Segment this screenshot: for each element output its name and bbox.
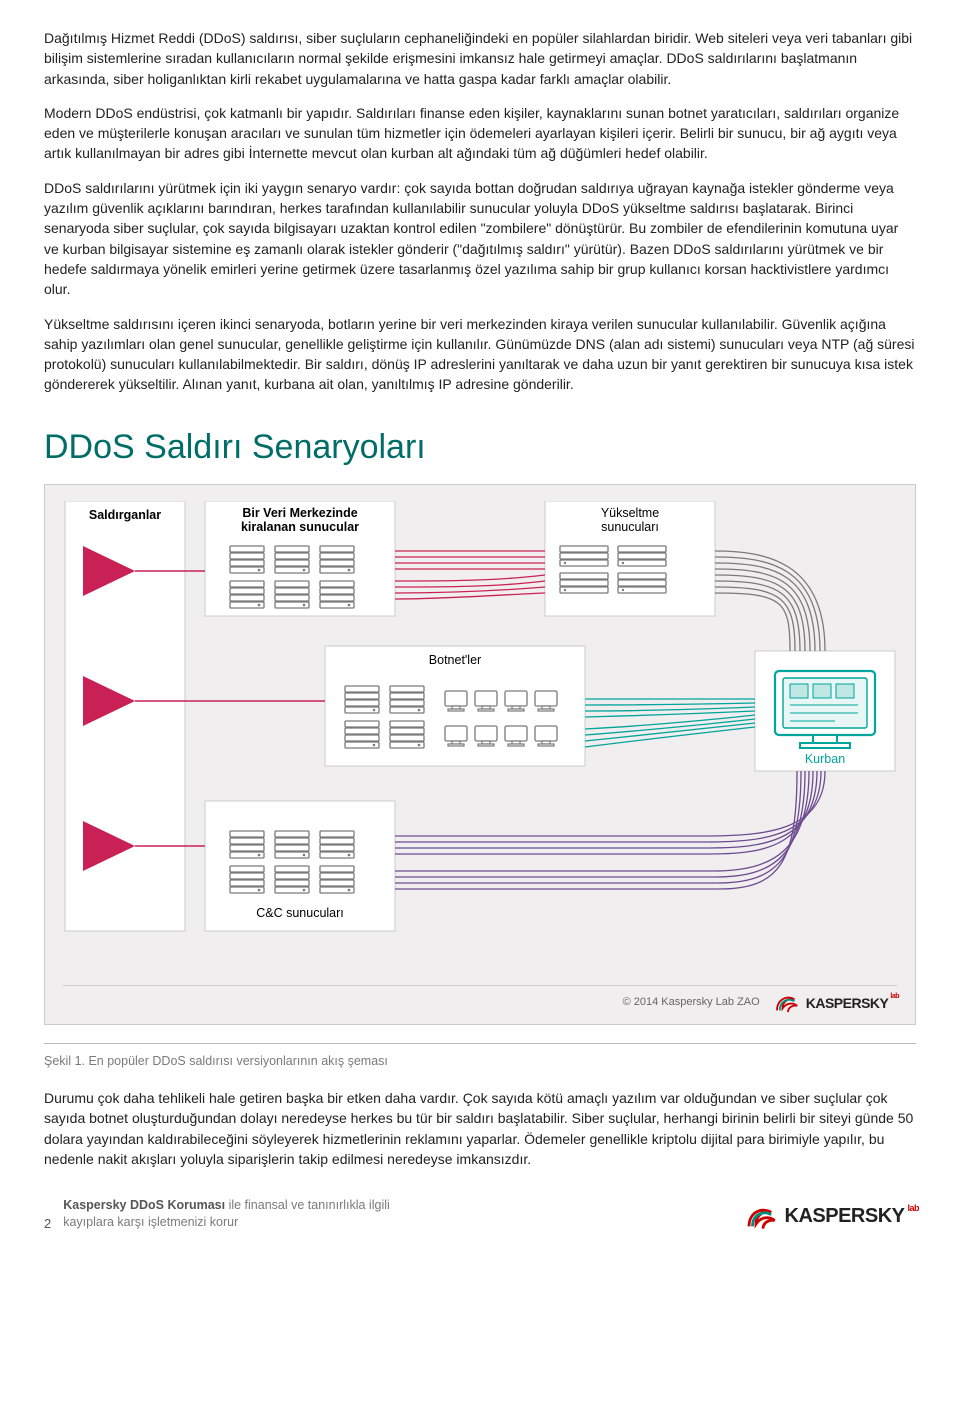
kaspersky-swirl-icon — [774, 992, 802, 1014]
footer-brand-text: KASPERSKY — [785, 1202, 905, 1231]
diagram-copyright: © 2014 Kaspersky Lab ZAO — [623, 995, 760, 1011]
paragraph-5: Durumu çok daha tehlikeli hale getiren b… — [44, 1088, 916, 1169]
footer-rest1: ile finansal ve tanınırlıkla ilgili — [225, 1198, 390, 1212]
diagram-container: Saldırganlar Bir Veri Merkezinde kiralan… — [44, 484, 916, 1025]
footer-logo: KASPERSKYlab — [745, 1202, 917, 1231]
lbl-victim: Kurban — [805, 752, 845, 766]
lbl-rented-1: Bir Veri Merkezinde — [242, 506, 357, 520]
paragraph-3: DDoS saldırılarını yürütmek için iki yay… — [44, 178, 916, 300]
figure-caption: Şekil 1. En popüler DDoS saldırısı versi… — [44, 1043, 916, 1070]
lbl-attackers: Saldırganlar — [89, 508, 161, 522]
paragraph-2: Modern DDoS endüstrisi, çok katmanlı bir… — [44, 103, 916, 164]
footer-strong: Kaspersky DDoS Koruması — [63, 1198, 225, 1212]
diagram-copyright-row: © 2014 Kaspersky Lab ZAO KASPERSKYlab — [63, 985, 897, 1014]
page-number: 2 — [44, 1216, 51, 1232]
ddos-diagram-svg: Saldırganlar Bir Veri Merkezinde kiralan… — [63, 501, 897, 971]
diagram-title: DDoS Saldırı Senaryoları — [44, 423, 916, 472]
lbl-cnc: C&C sunucuları — [256, 906, 344, 920]
diagram-logo: KASPERSKYlab — [774, 992, 897, 1014]
footer-text: Kaspersky DDoS Koruması ile finansal ve … — [63, 1197, 744, 1231]
lbl-rented-2: kiralanan sunucular — [241, 520, 359, 534]
kaspersky-swirl-icon — [745, 1203, 781, 1231]
lbl-botnet: Botnet'ler — [429, 653, 481, 667]
paragraph-4: Yükseltme saldırısını içeren ikinci sena… — [44, 314, 916, 395]
lbl-amp-2: sunucuları — [601, 520, 659, 534]
page-footer: 2 Kaspersky DDoS Koruması ile finansal v… — [44, 1197, 916, 1231]
paragraph-1: Dağıtılmış Hizmet Reddi (DDoS) saldırısı… — [44, 28, 916, 89]
lbl-amp-1: Yükseltme — [601, 506, 659, 520]
footer-line2: kayıplara karşı işletmenizi korur — [63, 1215, 238, 1229]
